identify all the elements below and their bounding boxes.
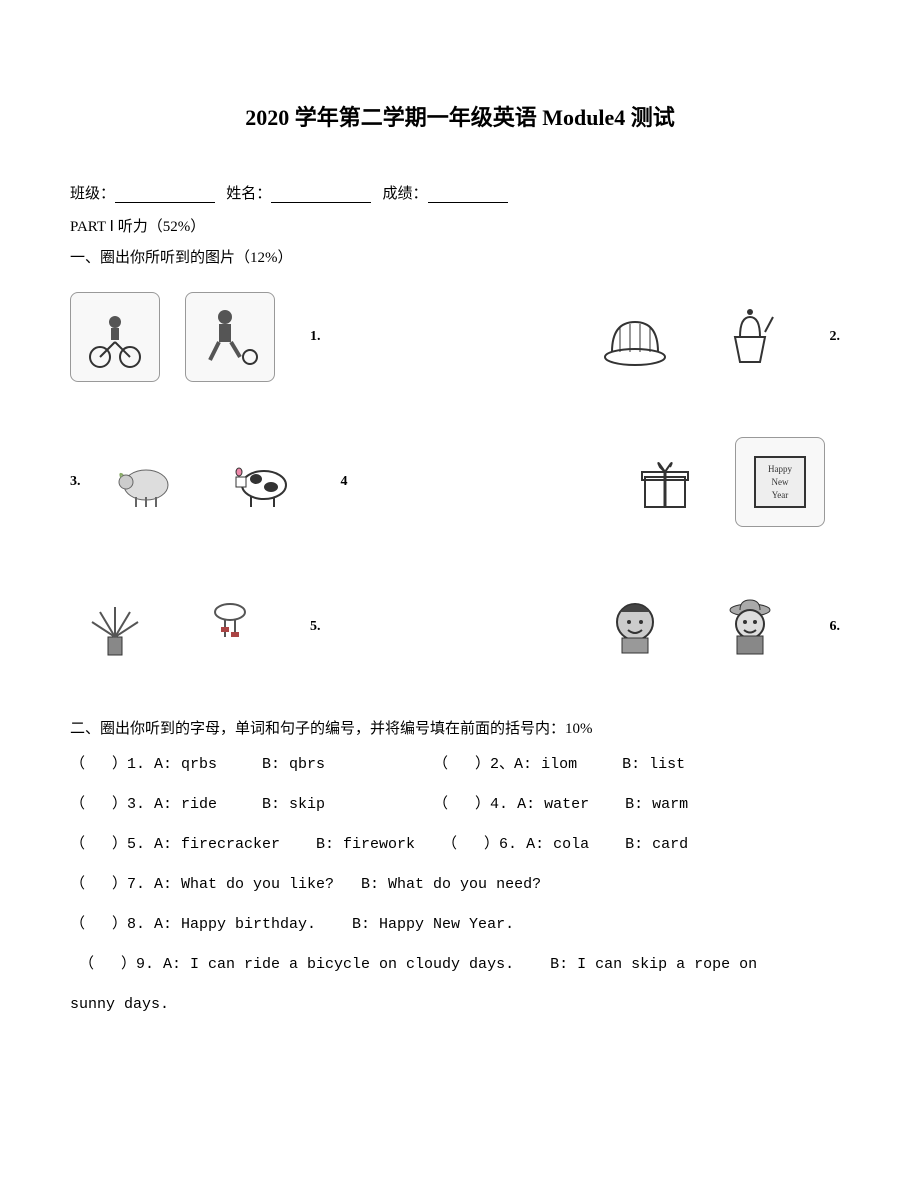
image-boy-head	[590, 582, 680, 672]
q-num-3: 3.	[70, 474, 81, 490]
svg-text:New: New	[772, 477, 789, 487]
image-jelly	[590, 292, 680, 382]
q-line-3: （ ）5. A: firecracker B: firework （ ）6. A…	[70, 830, 850, 860]
svg-text:Year: Year	[772, 490, 789, 500]
q-line-5: （ ）8. A: Happy birthday. B: Happy New Ye…	[70, 910, 850, 940]
class-blank[interactable]	[115, 185, 215, 203]
q-num-6: 6.	[830, 619, 841, 635]
image-bicycle	[70, 292, 160, 382]
q-line-2: （ ）3. A: ride B: skip （ ）4. A: water B: …	[70, 790, 850, 820]
class-label: 班级：	[70, 186, 115, 202]
page-title: 2020 学年第二学期一年级英语 Module4 测试	[70, 100, 850, 132]
name-label: 姓名：	[226, 186, 271, 202]
q-num-2: 2.	[830, 329, 841, 345]
part1-label: PART Ⅰ 听力（52%）	[70, 215, 850, 236]
image-newyear-card: Happy New Year	[735, 437, 825, 527]
student-info-line: 班级： 姓名： 成绩：	[70, 182, 850, 203]
q-line-6: （ ）9. A: I can ride a bicycle on cloudy …	[70, 950, 850, 980]
q-line-1: （ ）1. A: qrbs B: qbrs （ ）2、A: ilom B: li…	[70, 750, 850, 780]
section2-title: 二、圈出你听到的字母，单词和句子的编号，并将编号填在前面的括号内：10%	[70, 717, 850, 738]
image-football	[185, 292, 275, 382]
score-blank[interactable]	[428, 185, 508, 203]
image-gift	[620, 437, 710, 527]
name-blank[interactable]	[271, 185, 371, 203]
image-sheep	[101, 437, 191, 527]
q-num-5: 5.	[310, 619, 321, 635]
image-firecracker	[185, 582, 275, 672]
image-farmer-head	[705, 582, 795, 672]
image-firework	[70, 582, 160, 672]
image-icecream	[705, 292, 795, 382]
q-line-7: sunny days.	[70, 990, 850, 1020]
image-cow	[216, 437, 306, 527]
score-label: 成绩：	[383, 186, 428, 202]
svg-text:Happy: Happy	[768, 464, 792, 474]
q-num-1: 1.	[310, 329, 321, 345]
q-line-4: （ ）7. A: What do you like? B: What do yo…	[70, 870, 850, 900]
q-num-4: 4	[341, 474, 348, 490]
image-row-3: 5. 6.	[70, 572, 850, 682]
section1-title: 一、圈出你所听到的图片（12%）	[70, 246, 850, 267]
image-row-1: 1. 2.	[70, 282, 850, 392]
image-row-2: 3. 4 Happy New Year	[70, 427, 850, 537]
